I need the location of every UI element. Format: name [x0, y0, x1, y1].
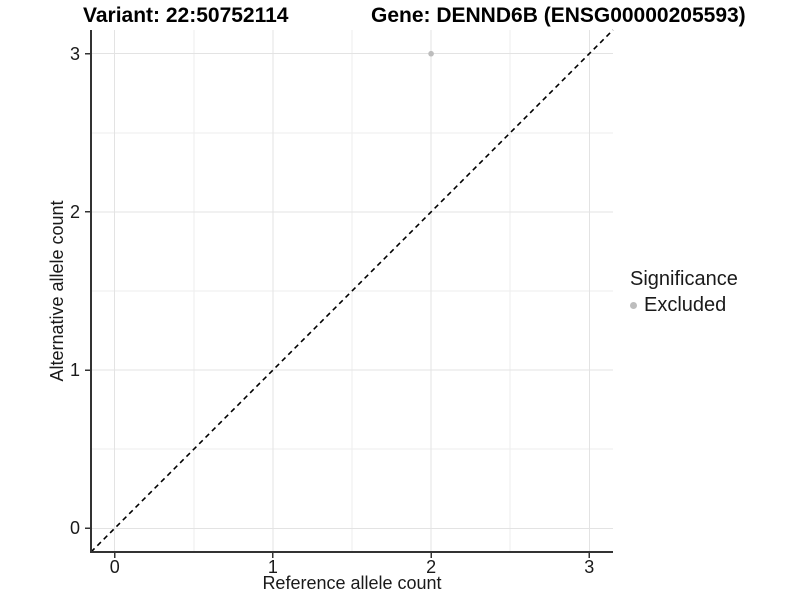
data-point: [428, 50, 434, 57]
variant-title: Variant: 22:50752114: [83, 4, 289, 27]
legend: Significance Excluded: [630, 267, 738, 318]
identity-line: [90, 29, 614, 553]
gene-title: Gene: DENND6B (ENSG00000205593): [371, 4, 746, 27]
x-tick-label: 2: [426, 557, 437, 577]
excluded-point-icon: [630, 302, 637, 309]
y-axis-title: Alternative allele count: [47, 200, 67, 382]
legend-title: Significance: [630, 268, 738, 290]
x-tick-label: 1: [267, 557, 278, 577]
legend-item-excluded: Excluded: [630, 293, 738, 318]
legend-item-label: Excluded: [644, 294, 727, 316]
x-tick-label: 3: [584, 557, 595, 577]
x-axis-title: Reference allele count: [262, 573, 442, 593]
y-tick-label: 2: [69, 201, 80, 222]
y-tick-label: 0: [69, 518, 80, 539]
y-tick-label: 1: [69, 360, 80, 381]
x-tick-label: 0: [109, 557, 120, 577]
y-tick-label: 3: [69, 43, 80, 64]
